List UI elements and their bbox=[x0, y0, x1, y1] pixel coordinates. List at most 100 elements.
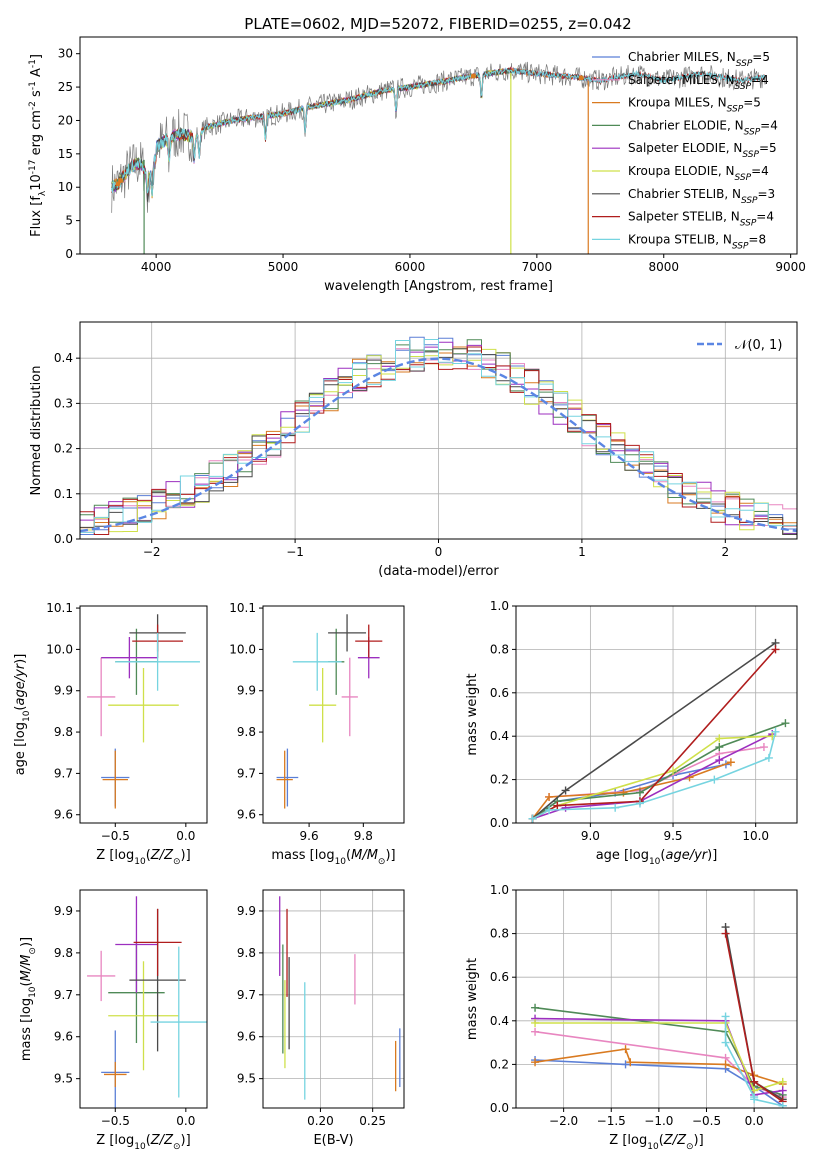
label-part: mass weight bbox=[465, 958, 480, 1040]
axes-frame bbox=[262, 605, 405, 824]
chart-weight_vs_age: 9.0 9.5 10.0 0.0 0.2 0.4 0.6 0.8 1.0 age [log10(a… bbox=[465, 599, 798, 867]
errorbar-salpeter-stelib bbox=[355, 624, 383, 658]
plot-area bbox=[531, 923, 787, 1108]
x-tick-label: 2 bbox=[721, 545, 729, 559]
series-marker bbox=[531, 1018, 540, 1027]
series-marker bbox=[710, 775, 719, 784]
label-part: mass [ bbox=[271, 848, 314, 863]
axes-frame bbox=[515, 889, 798, 1109]
series-marker bbox=[721, 1038, 730, 1047]
y-tick-label: 9.7 bbox=[237, 988, 256, 1002]
errorbar-salpeter-stelib bbox=[133, 908, 182, 976]
histogram-kroupa-stelib bbox=[80, 339, 797, 533]
grid-lines bbox=[263, 890, 404, 1108]
label-part: =8 bbox=[748, 232, 766, 246]
x-tick-label: 0.20 bbox=[307, 1114, 334, 1128]
label-part: ⊙ bbox=[686, 1142, 694, 1152]
label-part: wavelength [Angstrom, rest frame] bbox=[324, 279, 553, 294]
label-part: -1 bbox=[28, 81, 38, 90]
x-axis-label: Z [log10(Z/Z⊙)] bbox=[96, 1133, 190, 1152]
y-axis-label: mass weight bbox=[465, 673, 480, 755]
y-axis-label: Normed distribution bbox=[29, 366, 44, 496]
label-part: ⊙ bbox=[173, 1142, 181, 1152]
y-tick-label: 0.2 bbox=[490, 1057, 509, 1071]
series-kroupa-miles bbox=[531, 1045, 787, 1089]
label-part: SSP bbox=[736, 59, 753, 69]
series-marker bbox=[750, 1077, 759, 1086]
x-axis-label: age [log10(age/yr)] bbox=[596, 848, 718, 867]
label-part: 10 bbox=[335, 857, 347, 867]
series-marker bbox=[715, 734, 724, 743]
series-marker bbox=[778, 1077, 787, 1086]
y-tick-label: 0.3 bbox=[54, 396, 73, 410]
label-part: ( bbox=[146, 848, 151, 863]
spectrum-data-line bbox=[111, 61, 766, 213]
y-tick-label: 9.7 bbox=[237, 766, 256, 780]
series-marker bbox=[721, 929, 730, 938]
label-part: log bbox=[114, 1133, 134, 1148]
legend-entry: Salpeter STELIB, NSSP=4 bbox=[628, 210, 774, 229]
label-part: s bbox=[29, 90, 44, 101]
label-part: age [ bbox=[13, 742, 28, 775]
y-tick-label: 1.0 bbox=[490, 883, 509, 897]
label-part: age/yr bbox=[665, 848, 708, 863]
label-part: ] bbox=[29, 54, 44, 59]
label-part: 10 bbox=[22, 710, 32, 722]
errorbar-kroupa-stelib bbox=[115, 632, 200, 691]
x-tick-label: −1 bbox=[286, 545, 304, 559]
label-part: ( bbox=[146, 1133, 151, 1148]
y-tick-label: 9.9 bbox=[237, 904, 256, 918]
series-line bbox=[532, 735, 773, 820]
label-part: SSP bbox=[744, 127, 761, 137]
label-part: =3 bbox=[758, 187, 776, 201]
series-marker bbox=[553, 801, 562, 810]
label-part: Salpeter MILES, N bbox=[628, 73, 735, 87]
series-marker bbox=[759, 743, 768, 752]
y-tick-label: 15 bbox=[58, 147, 73, 161]
x-axis-label: Z [log10(Z/Z⊙)] bbox=[96, 848, 190, 867]
label-part: Z/Z bbox=[150, 848, 174, 863]
series-marker bbox=[781, 719, 790, 728]
y-tick-label: 9.8 bbox=[237, 725, 256, 739]
chart-weight_vs_Z: −2.0 −1.5 −1.0 −0.5 0.0 0.0 0.2 0.4 0.6 0.8 1.0 Z [… bbox=[465, 883, 798, 1152]
plot-area bbox=[87, 614, 200, 809]
label-part: 10 bbox=[29, 174, 44, 191]
errorbar-kroupa-elodie bbox=[309, 668, 337, 743]
axes-frame bbox=[515, 605, 798, 824]
errorbar-salpeter-elodie bbox=[115, 896, 158, 993]
x-tick-label: 0.0 bbox=[176, 829, 195, 843]
y-tick-label: 10.1 bbox=[46, 601, 73, 615]
series-line bbox=[531, 642, 776, 820]
x-tick-label: 0.0 bbox=[176, 1114, 195, 1128]
y-axis-label: age [log10(age/yr)] bbox=[13, 654, 32, 776]
series-marker bbox=[721, 1012, 730, 1021]
y-tick-label: 1.0 bbox=[490, 599, 509, 613]
y-tick-label: 20 bbox=[58, 113, 73, 127]
series-marker bbox=[626, 1058, 635, 1067]
y-tick-label: 0.4 bbox=[490, 1014, 509, 1028]
label-part: SSP bbox=[735, 82, 752, 92]
label-part: =5 bbox=[752, 50, 770, 64]
x-tick-label: 6000 bbox=[395, 260, 426, 274]
series-marker bbox=[764, 753, 773, 762]
label-part: Chabrier STELIB, N bbox=[628, 187, 741, 201]
errorbar-salpeter-miles bbox=[341, 657, 358, 737]
label-part: )] bbox=[181, 848, 191, 863]
series-marker bbox=[531, 1058, 540, 1067]
label-part: -1 bbox=[28, 59, 38, 68]
series-marker bbox=[771, 645, 780, 654]
x-tick-label: −0.5 bbox=[101, 1114, 130, 1128]
y-tick-label: 9.8 bbox=[54, 725, 73, 739]
x-tick-label: 5000 bbox=[268, 260, 299, 274]
x-axis-label: (data-model)/error bbox=[378, 564, 499, 579]
series-kroupa-miles bbox=[528, 758, 735, 823]
label-part: SSP bbox=[741, 196, 758, 206]
label-part: ( bbox=[660, 848, 665, 863]
errorbar-kroupa-miles bbox=[276, 750, 293, 809]
y-tick-label: 0.8 bbox=[490, 642, 509, 656]
label-part: 10 bbox=[647, 1142, 659, 1152]
label-part: log bbox=[315, 848, 335, 863]
y-tick-label: 9.9 bbox=[237, 684, 256, 698]
legend-entry: Kroupa STELIB, NSSP=8 bbox=[628, 232, 766, 251]
